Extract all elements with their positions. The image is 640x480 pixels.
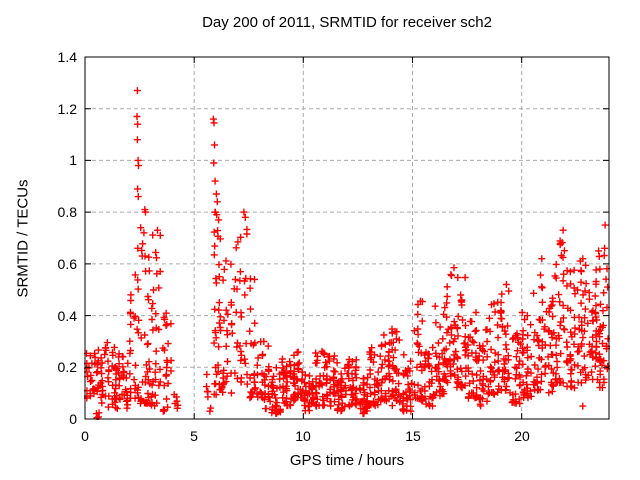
y-tick-label: 0	[69, 411, 77, 427]
y-tick-label: 0.8	[57, 204, 77, 220]
y-tick-label: 0.6	[57, 256, 77, 272]
scatter-points	[84, 87, 610, 420]
x-tick-label: 0	[81, 428, 89, 444]
x-tick-label: 5	[190, 428, 198, 444]
y-tick-label: 1	[69, 152, 77, 168]
x-tick-label: 20	[514, 428, 530, 444]
chart-title: Day 200 of 2011, SRMTID for receiver sch…	[202, 14, 492, 31]
x-tick-label: 10	[295, 428, 311, 444]
y-tick-label: 1.4	[57, 49, 77, 65]
y-tick-label: 0.4	[57, 308, 77, 324]
x-tick-label: 15	[405, 428, 421, 444]
x-axis-label: GPS time / hours	[289, 452, 405, 469]
y-tick-label: 0.2	[57, 359, 77, 375]
plot-border	[84, 56, 610, 420]
y-tick-label: 1.2	[57, 101, 77, 117]
